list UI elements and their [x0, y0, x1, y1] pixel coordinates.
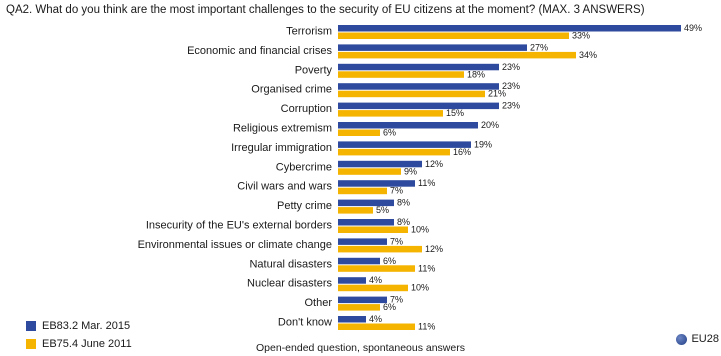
value-label-irregular-immigration-series-1: 19% [474, 139, 492, 149]
bar-natural-disasters-series-2 [338, 265, 415, 272]
globe-icon [676, 333, 688, 345]
bar-civil-wars-and-wars-series-2 [338, 187, 387, 195]
value-label-insecurity-of-the-eu-s-external-borders-series-2: 10% [411, 225, 429, 235]
bar-religious-extremism-series-1 [338, 122, 478, 129]
category-label-corruption: Corruption [281, 103, 332, 115]
legend-swatch-2015 [26, 321, 36, 331]
bar-petty-crime-series-2 [338, 207, 373, 214]
value-label-corruption-series-1: 23% [502, 101, 520, 111]
value-label-cybercrime-series-2: 9% [404, 166, 417, 176]
value-label-poverty-series-1: 23% [502, 62, 520, 72]
bar-other-series-2 [338, 304, 380, 311]
bar-economic-and-financial-crises-series-2 [338, 51, 576, 59]
bar-economic-and-financial-crises-series-1 [338, 44, 527, 51]
category-label-poverty: Poverty [295, 64, 333, 76]
bar-environmental-issues-or-climate-change-series-1 [338, 238, 387, 245]
bar-environmental-issues-or-climate-change-series-2 [338, 245, 422, 253]
value-label-petty-crime-series-1: 8% [397, 198, 410, 208]
value-label-poverty-series-2: 18% [467, 69, 485, 79]
category-label-economic-and-financial-crises: Economic and financial crises [187, 45, 332, 57]
category-label-petty-crime: Petty crime [277, 200, 332, 212]
category-label-terrorism: Terrorism [286, 26, 332, 38]
bar-poverty-series-1 [338, 63, 499, 71]
legend-label-2011: EB75.4 June 2011 [42, 338, 132, 350]
scope-label: EU28 [691, 333, 719, 345]
category-label-natural-disasters: Natural disasters [249, 258, 332, 270]
question-title: QA2. What do you think are the most impo… [6, 4, 645, 16]
value-label-organised-crime-series-2: 21% [488, 89, 506, 99]
category-label-irregular-immigration: Irregular immigration [231, 142, 332, 154]
category-label-don-t-know: Don't know [278, 317, 332, 329]
value-label-nuclear-disasters-series-2: 10% [411, 283, 429, 293]
bar-poverty-series-2 [338, 71, 464, 78]
category-label-cybercrime: Cybercrime [276, 161, 332, 173]
bar-irregular-immigration-series-1 [338, 141, 471, 148]
bar-civil-wars-and-wars-series-1 [338, 180, 415, 187]
legend-item-2011: EB75.4 June 2011 [26, 338, 132, 350]
value-label-other-series-1: 7% [390, 295, 403, 305]
value-label-corruption-series-2: 15% [446, 108, 464, 118]
bar-nuclear-disasters-series-2 [338, 284, 408, 292]
value-label-petty-crime-series-2: 5% [376, 205, 389, 215]
legend-label-2015: EB83.2 Mar. 2015 [42, 320, 131, 332]
value-label-religious-extremism-series-2: 6% [383, 128, 396, 138]
bar-irregular-immigration-series-2 [338, 148, 450, 156]
value-label-other-series-2: 6% [383, 302, 396, 312]
value-label-don-t-know-series-1: 4% [369, 314, 382, 324]
category-label-insecurity-of-the-eu-s-external-borders: Insecurity of the EU's external borders [146, 220, 333, 232]
value-label-natural-disasters-series-1: 6% [383, 256, 396, 266]
bar-don-t-know-series-2 [338, 323, 415, 330]
bar-other-series-1 [338, 296, 387, 304]
footnote: Open-ended question, spontaneous answers [256, 342, 465, 354]
legend-swatch-2011 [26, 339, 36, 349]
value-label-environmental-issues-or-climate-change-series-1: 7% [390, 236, 403, 246]
bar-organised-crime-series-1 [338, 83, 499, 90]
value-label-nuclear-disasters-series-1: 4% [369, 275, 382, 285]
value-label-economic-and-financial-crises-series-2: 34% [579, 50, 597, 60]
value-label-environmental-issues-or-climate-change-series-2: 12% [425, 244, 443, 254]
bar-natural-disasters-series-1 [338, 257, 380, 265]
value-label-terrorism-series-1: 49% [684, 23, 702, 33]
legend-item-2015: EB83.2 Mar. 2015 [26, 320, 130, 332]
value-label-cybercrime-series-1: 12% [425, 159, 443, 169]
bar-religious-extremism-series-2 [338, 129, 380, 136]
bar-petty-crime-series-1 [338, 199, 394, 207]
value-label-organised-crime-series-1: 23% [502, 81, 520, 91]
bar-nuclear-disasters-series-1 [338, 277, 366, 284]
bar-terrorism-series-1 [338, 25, 681, 32]
value-label-civil-wars-and-wars-series-2: 7% [390, 186, 403, 196]
value-label-economic-and-financial-crises-series-1: 27% [530, 42, 548, 52]
category-label-organised-crime: Organised crime [251, 84, 332, 96]
bar-corruption-series-1 [338, 102, 499, 110]
category-label-other: Other [304, 297, 332, 309]
value-label-natural-disasters-series-2: 11% [418, 263, 435, 273]
bar-cybercrime-series-2 [338, 168, 401, 175]
value-label-insecurity-of-the-eu-s-external-borders-series-1: 8% [397, 217, 410, 227]
category-label-nuclear-disasters: Nuclear disasters [247, 278, 332, 290]
bar-insecurity-of-the-eu-s-external-borders-series-1 [338, 219, 394, 226]
bar-don-t-know-series-1 [338, 316, 366, 323]
value-label-irregular-immigration-series-2: 16% [453, 147, 471, 157]
bar-cybercrime-series-1 [338, 160, 422, 168]
bar-corruption-series-2 [338, 110, 443, 117]
bar-organised-crime-series-2 [338, 90, 485, 98]
value-label-civil-wars-and-wars-series-1: 11% [418, 178, 435, 188]
scope-badge: EU28 [676, 333, 719, 345]
value-label-terrorism-series-2: 33% [572, 31, 590, 41]
category-label-civil-wars-and-wars: Civil wars and wars [237, 181, 332, 193]
bar-terrorism-series-2 [338, 32, 569, 39]
value-label-don-t-know-series-2: 11% [418, 322, 435, 332]
category-label-religious-extremism: Religious extremism [233, 123, 332, 135]
category-label-environmental-issues-or-climate-change: Environmental issues or climate change [138, 239, 332, 251]
bar-insecurity-of-the-eu-s-external-borders-series-2 [338, 226, 408, 233]
value-label-religious-extremism-series-1: 20% [481, 120, 499, 130]
